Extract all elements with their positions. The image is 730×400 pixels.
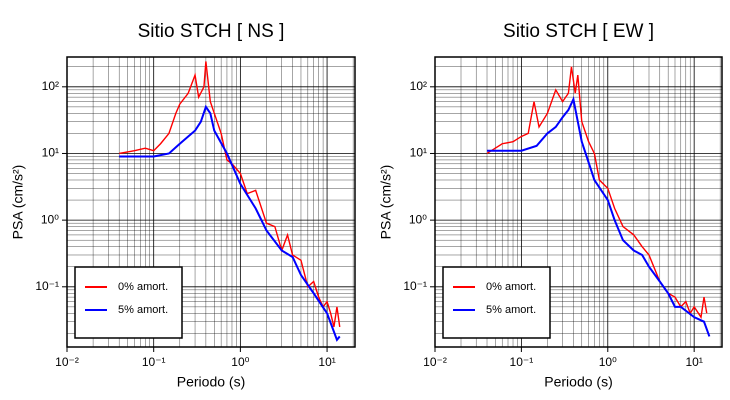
y-tick-label: 10¹ — [42, 146, 59, 160]
legend-box — [74, 266, 183, 339]
series-line — [487, 96, 711, 337]
series-line — [119, 104, 341, 342]
legend-label: 5% amort. — [118, 304, 168, 316]
y-tick-label: 10¹ — [410, 146, 427, 160]
legend-label: 0% amort. — [486, 281, 536, 293]
x-tick-label: 10¹ — [318, 355, 335, 369]
x-axis-label: Periodo (s) — [177, 374, 245, 390]
panel: Sitio STCH [ NS ] 10⁻² 10⁻¹ 10⁰ 10¹ 10⁻¹ 10⁰ 10… — [10, 21, 356, 390]
x-tick-label: 10⁻² — [55, 355, 79, 369]
x-tick-label: 10⁰ — [231, 355, 249, 369]
y-axis-label: PSA (cm/s²) — [10, 165, 26, 240]
legend-box — [442, 266, 551, 339]
series-line — [486, 66, 708, 320]
y-tick-label: 10² — [42, 79, 59, 93]
y-tick-label: 10² — [410, 79, 427, 93]
y-tick-label: 10⁰ — [409, 212, 427, 226]
x-tick-label: 10⁰ — [599, 355, 617, 369]
series-line — [119, 61, 341, 328]
x-tick-label: 10⁻² — [423, 355, 447, 369]
x-tick-label: 10¹ — [685, 355, 702, 369]
plot-frame — [434, 56, 723, 348]
x-axis-label: Periodo (s) — [544, 374, 612, 390]
chart-title: Sitio STCH [ NS ] — [138, 21, 285, 42]
legend-label: 0% amort. — [118, 281, 168, 293]
legend-label: 5% amort. — [486, 304, 536, 316]
y-tick-label: 10⁻¹ — [35, 279, 59, 293]
plot-frame — [66, 56, 356, 348]
y-axis-label: PSA (cm/s²) — [378, 165, 394, 240]
y-tick-label: 10⁻¹ — [403, 279, 427, 293]
y-tick-label: 10⁰ — [41, 212, 59, 226]
chart-title: Sitio STCH [ EW ] — [503, 21, 654, 42]
panel: Sitio STCH [ EW ] 10⁻² 10⁻¹ 10⁰ 10¹ 10⁻¹ 10⁰ 10… — [378, 21, 723, 390]
x-tick-label: 10⁻¹ — [510, 355, 534, 369]
x-tick-label: 10⁻¹ — [142, 355, 166, 369]
